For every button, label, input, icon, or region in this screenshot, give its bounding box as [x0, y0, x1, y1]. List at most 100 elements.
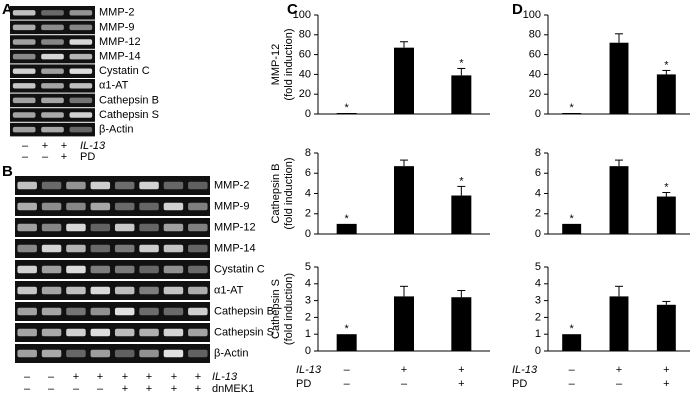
significance-mark: *: [570, 102, 575, 114]
band-label: β-Actin: [214, 347, 248, 359]
y-tick-label: 20: [529, 88, 541, 100]
gel-band: [66, 202, 86, 211]
gel-band: [12, 112, 36, 118]
bar: [562, 334, 582, 351]
gel-band: [90, 244, 111, 253]
bar: [656, 74, 676, 114]
y-tick-label: 2: [305, 311, 311, 323]
y-tick-label: 0: [305, 228, 311, 240]
gel-row: [15, 323, 210, 342]
gel-band: [114, 223, 135, 232]
gel-band: [12, 53, 36, 60]
bar: [394, 296, 414, 351]
gel-row: [15, 176, 210, 195]
y-tick-label: 40: [529, 68, 541, 80]
condition-sign: –: [73, 383, 80, 395]
band-label: Cystatin C: [214, 263, 265, 275]
gel-band: [66, 307, 86, 316]
bar: [562, 113, 582, 114]
gel-band: [41, 286, 62, 295]
gel-band: [12, 97, 36, 104]
y-tick-label: 3: [305, 295, 311, 307]
bar: [336, 223, 357, 234]
gel-band: [41, 244, 62, 253]
gel-band: [41, 24, 64, 31]
gel-band: [90, 328, 111, 337]
y-axis-label: (fold induction): [283, 157, 295, 229]
gel-band: [139, 202, 159, 211]
condition-sign: –: [569, 378, 576, 390]
condition-name: dnMEK1: [212, 383, 254, 395]
bar: [609, 296, 629, 351]
condition-sign: +: [195, 383, 201, 395]
gel-band: [69, 39, 93, 45]
gel-band: [188, 265, 208, 274]
condition-sign: –: [48, 383, 55, 395]
gel-band: [69, 53, 93, 60]
gel-band: [188, 286, 208, 295]
condition-name: PD: [512, 378, 527, 390]
gel-band: [17, 286, 37, 295]
y-tick-label: 4: [535, 278, 541, 290]
bar: [609, 166, 629, 234]
condition-sign: –: [22, 140, 29, 152]
gel-band: [12, 83, 36, 89]
gel-band: [114, 202, 135, 211]
condition-sign: –: [344, 378, 351, 390]
gel-band: [41, 307, 62, 316]
significance-mark: *: [570, 213, 575, 225]
condition-sign: –: [48, 371, 55, 383]
band-label: MMP-14: [214, 242, 256, 254]
gel-band: [188, 328, 208, 337]
significance-mark: *: [345, 213, 350, 225]
condition-sign: +: [61, 151, 67, 163]
y-tick-label: 1: [535, 328, 541, 340]
gel-band: [17, 244, 37, 253]
condition-sign: +: [195, 371, 201, 383]
gel-band: [163, 223, 184, 232]
condition-sign: +: [663, 364, 669, 376]
condition-name: IL-13: [296, 364, 322, 376]
gel-band: [139, 286, 159, 295]
gel-band: [163, 349, 184, 358]
condition-sign: +: [146, 371, 152, 383]
y-tick-label: 1: [305, 328, 311, 340]
gel-band: [66, 265, 86, 274]
gel-band: [188, 244, 208, 253]
gel-band: [17, 328, 37, 337]
band-label: Cathepsin B: [99, 94, 159, 106]
gel-band: [163, 181, 184, 190]
gel-band: [90, 307, 111, 316]
y-axis-label: Cathepsin S: [270, 279, 282, 339]
y-tick-label: 4: [305, 187, 311, 199]
gel-band: [12, 39, 36, 45]
gel-band: [12, 126, 36, 133]
condition-sign: +: [401, 364, 407, 376]
band-label: Cathepsin S: [99, 109, 159, 121]
gel-band: [163, 244, 184, 253]
gel-band: [90, 349, 111, 358]
y-tick-label: 80: [299, 29, 311, 41]
y-tick-label: 3: [535, 295, 541, 307]
gel-band: [66, 349, 86, 358]
gel-row: [15, 344, 210, 363]
gel-band: [69, 97, 93, 104]
gel-band: [17, 181, 37, 190]
gel-band: [139, 328, 159, 337]
y-tick-label: 8: [535, 147, 541, 159]
gel-band: [114, 244, 135, 253]
gel-band: [188, 223, 208, 232]
gel-band: [163, 265, 184, 274]
gel-band: [139, 223, 159, 232]
band-label: MMP-14: [99, 51, 141, 63]
y-tick-label: 0: [305, 345, 311, 357]
y-tick-label: 6: [305, 167, 311, 179]
y-tick-label: 60: [529, 49, 541, 61]
gel-band: [69, 68, 93, 74]
y-tick-label: 2: [535, 208, 541, 220]
gel-band: [41, 53, 64, 60]
bar: [451, 297, 472, 351]
significance-mark: *: [345, 102, 350, 114]
bar: [394, 47, 414, 114]
gel-band: [41, 349, 62, 358]
